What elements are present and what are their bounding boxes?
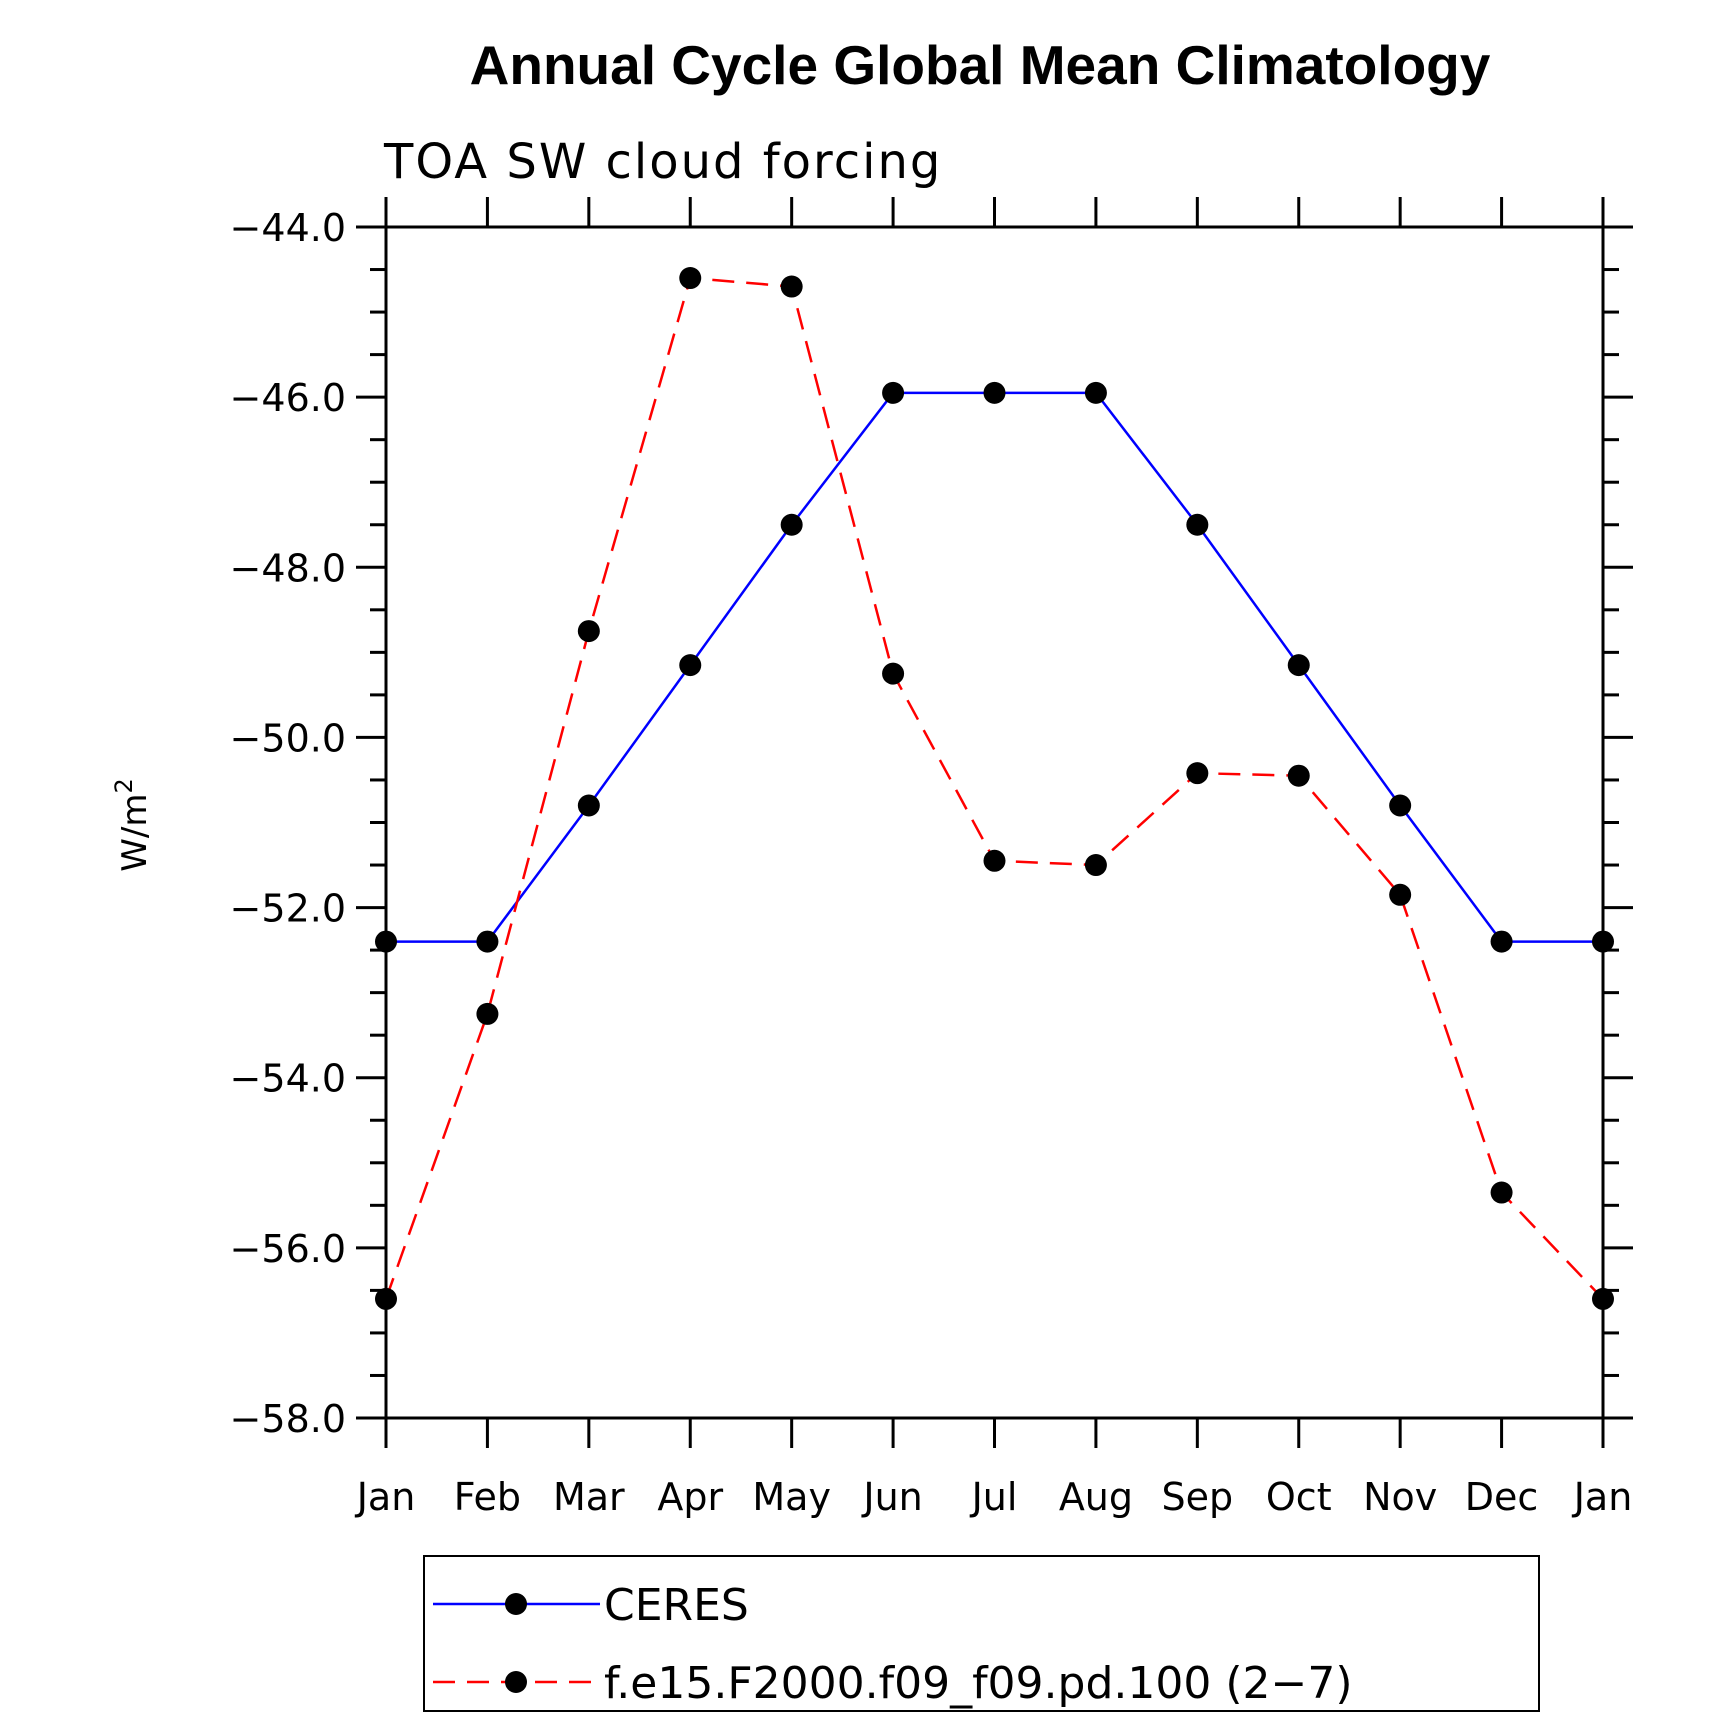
legend-items: CERES f.e15.F2000.f09_f09.pd.100 (2−7) xyxy=(433,1580,1353,1709)
axis-ticks xyxy=(356,197,1633,1448)
y-tick-label: −44.0 xyxy=(230,206,346,250)
x-tick-label: Sep xyxy=(1162,1475,1234,1519)
series-0-point xyxy=(577,794,600,817)
y-tick-label: −54.0 xyxy=(230,1057,346,1101)
series-0-point xyxy=(780,513,803,536)
series-1-point xyxy=(476,1002,499,1025)
legend-label-1: f.e15.F2000.f09_f09.pd.100 (2−7) xyxy=(604,1658,1353,1709)
y-tick-label: −46.0 xyxy=(230,376,346,420)
x-tick-label: Jun xyxy=(861,1475,922,1519)
legend: CERES f.e15.F2000.f09_f09.pd.100 (2−7) xyxy=(423,1555,1540,1712)
legend-label-0: CERES xyxy=(604,1580,749,1631)
series-lines xyxy=(384,276,1604,1300)
series-1-point xyxy=(1084,854,1107,877)
y-tick-label: −56.0 xyxy=(230,1227,346,1271)
y-tick-label: −58.0 xyxy=(230,1397,346,1441)
chart-subtitle: TOA SW cloud forcing xyxy=(383,134,942,190)
chart-title: Annual Cycle Global Mean Climatology xyxy=(470,34,1491,96)
series-0-point xyxy=(476,930,499,953)
series-1-point xyxy=(1389,883,1412,906)
series-1-point xyxy=(882,662,905,685)
series-1-point xyxy=(577,620,600,643)
legend-marker-0 xyxy=(505,1593,527,1615)
series-1-point xyxy=(679,267,702,290)
y-tick-label: −50.0 xyxy=(230,716,346,760)
y-axis-label: W/m2 xyxy=(110,778,155,871)
x-tick-label: Aug xyxy=(1059,1475,1133,1519)
x-tick-label: Apr xyxy=(657,1475,723,1519)
plot-frame xyxy=(384,225,1605,1420)
series-1-point xyxy=(1490,1181,1513,1204)
series-1-point xyxy=(983,849,1006,872)
series-1-point xyxy=(1186,762,1209,785)
series-1-point xyxy=(780,275,803,298)
x-tick-label: Oct xyxy=(1266,1475,1332,1519)
series-0-point xyxy=(1186,513,1209,536)
series-line-1 xyxy=(384,276,1604,1300)
series-0-point xyxy=(1084,381,1107,404)
series-0-point xyxy=(983,381,1006,404)
y-tick-label: −48.0 xyxy=(230,546,346,590)
x-tick-label: Jul xyxy=(970,1475,1018,1519)
y-axis-label-superscript: 2 xyxy=(110,778,138,793)
series-1-point xyxy=(1287,764,1310,787)
legend-marker-1 xyxy=(505,1671,527,1693)
x-tick-label: May xyxy=(752,1475,831,1519)
series-0-point xyxy=(1389,794,1412,817)
x-tick-label: Nov xyxy=(1363,1475,1437,1519)
series-0-point xyxy=(1287,654,1310,677)
y-tick-labels: −44.0 −46.0 −48.0 −50.0 −52.0 −54.0 −56.0 −58.0 xyxy=(230,206,346,1441)
x-tick-label: Mar xyxy=(553,1475,625,1519)
x-tick-label: Feb xyxy=(454,1475,521,1519)
y-axis-label-text: W/m xyxy=(115,794,155,872)
legend-box xyxy=(423,1555,1540,1712)
series-0-point xyxy=(679,654,702,677)
y-tick-label: −52.0 xyxy=(230,887,346,931)
x-tick-label: Jan xyxy=(1572,1475,1633,1519)
x-tick-label: Dec xyxy=(1465,1475,1539,1519)
x-tick-label: Jan xyxy=(355,1475,416,1519)
series-0-point xyxy=(882,381,905,404)
series-0-point xyxy=(1490,930,1513,953)
x-tick-labels: Jan Feb Mar Apr May Jun Jul Aug Sep Oct Nov Dec Jan xyxy=(355,1475,1633,1519)
series-markers xyxy=(375,267,1614,1310)
